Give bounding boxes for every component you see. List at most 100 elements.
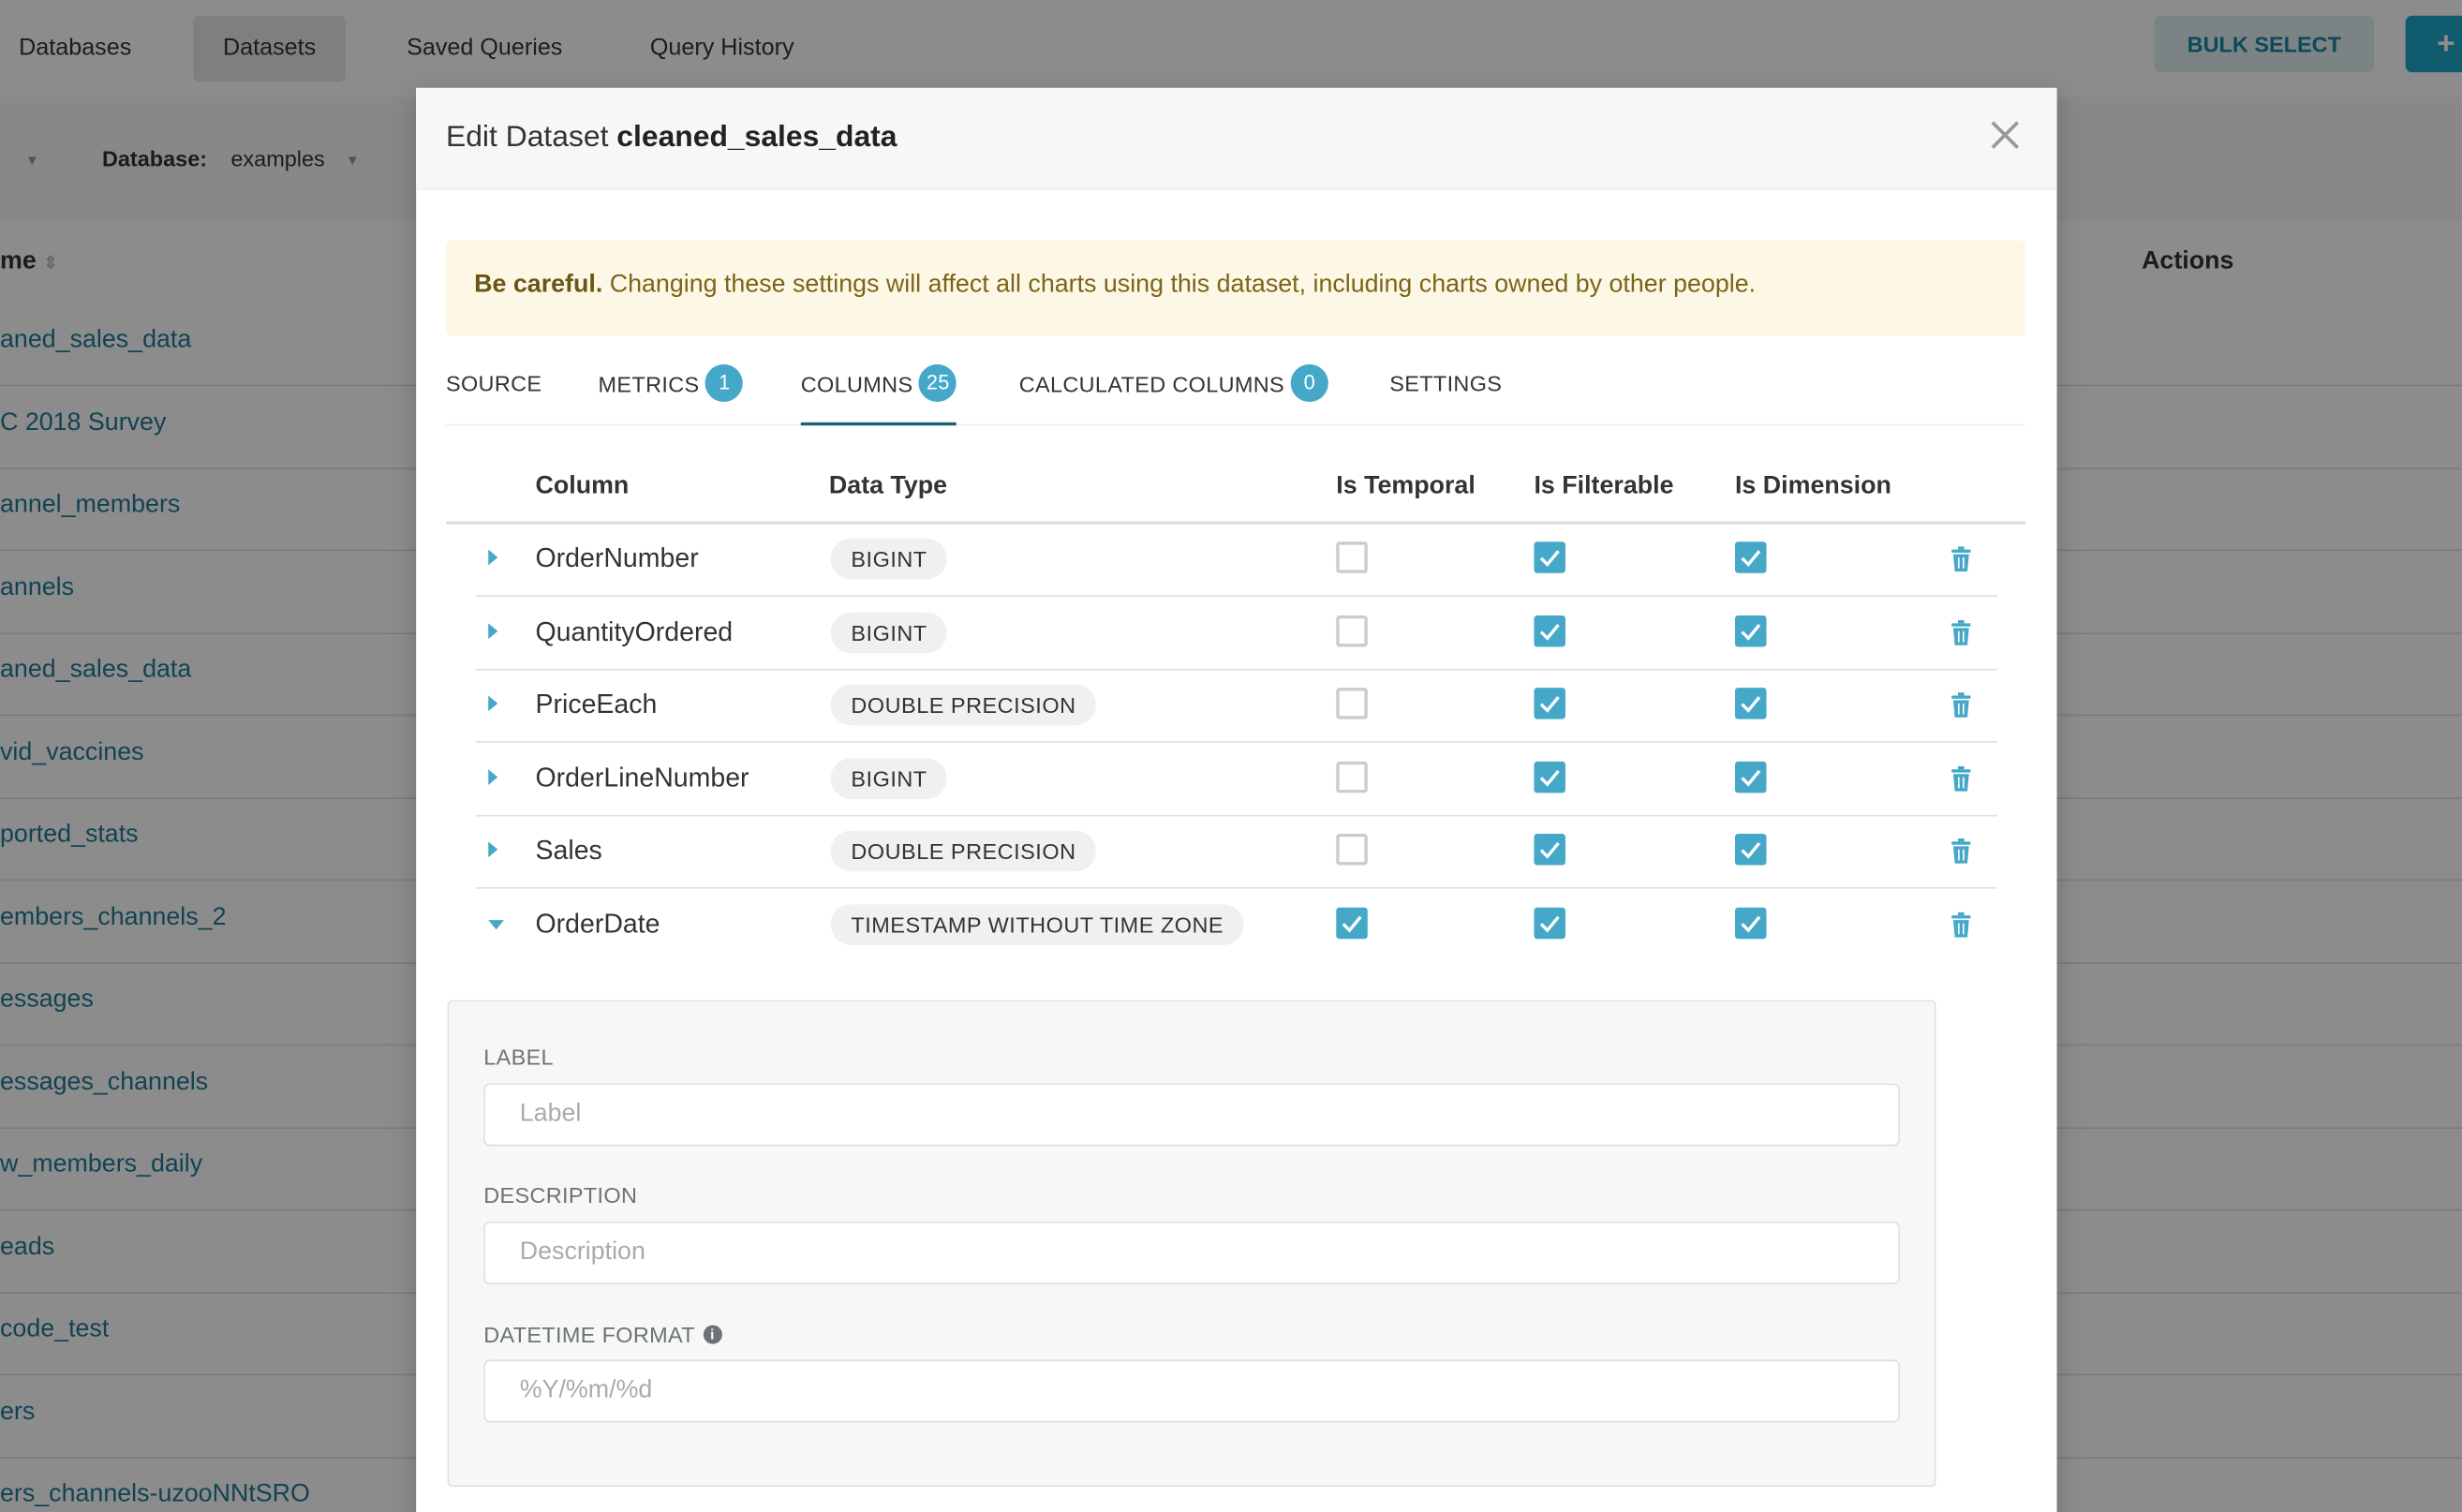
caret-right-icon[interactable] bbox=[488, 549, 498, 566]
data-type-tag: BIGINT bbox=[830, 538, 948, 580]
data-type-tag: DOUBLE PRECISION bbox=[830, 830, 1097, 872]
column-name: OrderNumber bbox=[535, 542, 699, 573]
label-field-title: LABEL bbox=[483, 1044, 554, 1070]
dataset-link[interactable]: vid_vaccines bbox=[0, 738, 144, 766]
trash-icon[interactable] bbox=[1950, 911, 1972, 937]
info-icon[interactable]: i bbox=[703, 1326, 722, 1345]
column-row: Sales DOUBLE PRECISION bbox=[475, 815, 1997, 889]
add-dataset-button[interactable]: + bbox=[2405, 15, 2462, 73]
chevron-down-icon[interactable]: ▼ bbox=[345, 152, 360, 169]
column-row: OrderLineNumber BIGINT bbox=[475, 742, 1997, 816]
column-name: OrderLineNumber bbox=[535, 762, 749, 793]
caret-down-icon[interactable] bbox=[488, 919, 504, 929]
is-dimension-checkbox[interactable] bbox=[1734, 615, 1767, 646]
dataset-link[interactable]: embers_channels_2 bbox=[0, 903, 227, 931]
modal-title: Edit Dataset cleaned_sales_data bbox=[446, 121, 897, 156]
actions-column-header: Actions bbox=[2142, 247, 2234, 275]
trash-icon[interactable] bbox=[1950, 546, 1972, 572]
nav-query-history[interactable]: Query History bbox=[649, 34, 794, 62]
nav-databases[interactable]: Databases bbox=[19, 34, 132, 62]
header-data-type: Data Type bbox=[828, 472, 948, 499]
header-column: Column bbox=[535, 472, 630, 499]
column-row: OrderDate TIMESTAMP WITHOUT TIME ZONE bbox=[476, 888, 1997, 960]
nav-datasets[interactable]: Datasets bbox=[193, 15, 347, 82]
dataset-link[interactable]: C 2018 Survey bbox=[0, 408, 167, 437]
trash-icon[interactable] bbox=[1950, 838, 1972, 864]
trash-icon[interactable] bbox=[1950, 692, 1972, 718]
caret-right-icon[interactable] bbox=[488, 841, 498, 858]
label-input[interactable] bbox=[483, 1083, 1900, 1147]
column-name: PriceEach bbox=[535, 689, 658, 719]
is-temporal-checkbox[interactable] bbox=[1336, 615, 1368, 646]
caret-right-icon[interactable] bbox=[488, 695, 498, 712]
is-dimension-checkbox[interactable] bbox=[1734, 906, 1767, 939]
is-dimension-checkbox[interactable] bbox=[1734, 688, 1767, 719]
columns-table-header: Column Data Type Is Temporal Is Filterab… bbox=[445, 449, 2026, 525]
dataset-link[interactable]: ers_channels-uzooNNtSRO bbox=[0, 1480, 310, 1507]
data-type-tag: BIGINT bbox=[830, 757, 948, 799]
bulk-select-button[interactable]: BULK SELECT bbox=[2154, 15, 2375, 73]
edit-dataset-modal: Edit Dataset cleaned_sales_data Be caref… bbox=[416, 87, 2057, 1512]
warning-alert: Be careful. Changing these settings will… bbox=[445, 240, 2026, 336]
datetime-format-title: DATETIME FORMAT i bbox=[483, 1322, 722, 1347]
is-temporal-checkbox[interactable] bbox=[1336, 541, 1368, 573]
description-input[interactable] bbox=[483, 1221, 1900, 1284]
close-icon[interactable] bbox=[1986, 116, 2024, 154]
tab-metrics[interactable]: METRICS 1 bbox=[599, 363, 744, 422]
is-filterable-checkbox[interactable] bbox=[1534, 833, 1565, 866]
trash-icon[interactable] bbox=[1950, 619, 1972, 645]
column-row: OrderNumber BIGINT bbox=[475, 523, 1997, 597]
dataset-link[interactable]: annel_members bbox=[0, 491, 181, 519]
sort-icon[interactable]: ⇕ bbox=[43, 254, 58, 274]
alert-bold: Be careful. bbox=[474, 271, 603, 299]
chevron-down-icon[interactable]: ▼ bbox=[24, 152, 39, 169]
dataset-link[interactable]: aned_sales_data bbox=[0, 656, 192, 684]
is-temporal-checkbox[interactable] bbox=[1336, 688, 1368, 719]
dataset-name: cleaned_sales_data bbox=[616, 121, 897, 155]
column-name: Sales bbox=[535, 835, 602, 866]
calculated-count-badge: 0 bbox=[1290, 363, 1328, 403]
database-filter-label: Database: bbox=[101, 145, 208, 171]
dataset-link[interactable]: essages_channels bbox=[0, 1068, 209, 1096]
is-temporal-checkbox[interactable] bbox=[1336, 906, 1368, 939]
dataset-link[interactable]: code_test bbox=[0, 1315, 110, 1342]
dataset-link[interactable]: w_members_daily bbox=[0, 1150, 203, 1178]
is-temporal-checkbox[interactable] bbox=[1336, 761, 1368, 793]
is-dimension-checkbox[interactable] bbox=[1734, 541, 1767, 573]
header-is-dimension: Is Dimension bbox=[1734, 472, 1891, 499]
database-filter-select[interactable]: examples bbox=[230, 145, 325, 171]
tabs: SOURCE METRICS 1 COLUMNS 25 CALCULATED COL… bbox=[445, 358, 2026, 426]
is-temporal-checkbox[interactable] bbox=[1336, 833, 1368, 866]
dataset-link[interactable]: aned_sales_data bbox=[0, 326, 192, 354]
is-dimension-checkbox[interactable] bbox=[1734, 833, 1767, 866]
tab-columns[interactable]: COLUMNS 25 bbox=[800, 363, 957, 426]
dataset-link[interactable]: eads bbox=[0, 1233, 55, 1260]
is-filterable-checkbox[interactable] bbox=[1534, 688, 1565, 719]
column-row: QuantityOrdered BIGINT bbox=[475, 596, 1997, 670]
caret-right-icon[interactable] bbox=[488, 622, 498, 639]
dataset-link[interactable]: essages bbox=[0, 986, 94, 1014]
tab-settings[interactable]: SETTINGS bbox=[1389, 370, 1503, 396]
is-filterable-checkbox[interactable] bbox=[1534, 761, 1565, 793]
dataset-link[interactable]: ported_stats bbox=[0, 821, 139, 849]
modal-header: Edit Dataset cleaned_sales_data bbox=[416, 87, 2057, 190]
name-column-header[interactable]: me ⇕ bbox=[0, 248, 58, 276]
is-filterable-checkbox[interactable] bbox=[1534, 541, 1565, 573]
data-type-tag: TIMESTAMP WITHOUT TIME ZONE bbox=[830, 903, 1244, 945]
tab-source[interactable]: SOURCE bbox=[445, 370, 542, 396]
caret-right-icon[interactable] bbox=[488, 768, 498, 785]
tab-calculated-columns[interactable]: CALCULATED COLUMNS 0 bbox=[1019, 363, 1328, 422]
is-filterable-checkbox[interactable] bbox=[1534, 615, 1565, 646]
datetime-format-input[interactable] bbox=[483, 1359, 1900, 1423]
title-prefix: Edit Dataset bbox=[445, 121, 609, 155]
is-dimension-checkbox[interactable] bbox=[1734, 761, 1767, 793]
data-type-tag: DOUBLE PRECISION bbox=[830, 684, 1097, 726]
nav-saved-queries[interactable]: Saved Queries bbox=[407, 34, 563, 62]
trash-icon[interactable] bbox=[1950, 765, 1972, 791]
dataset-link[interactable]: ers bbox=[0, 1398, 36, 1425]
data-type-tag: BIGINT bbox=[830, 611, 948, 653]
dataset-link[interactable]: annels bbox=[0, 573, 75, 601]
metrics-count-badge: 1 bbox=[705, 363, 744, 403]
is-filterable-checkbox[interactable] bbox=[1534, 906, 1565, 939]
